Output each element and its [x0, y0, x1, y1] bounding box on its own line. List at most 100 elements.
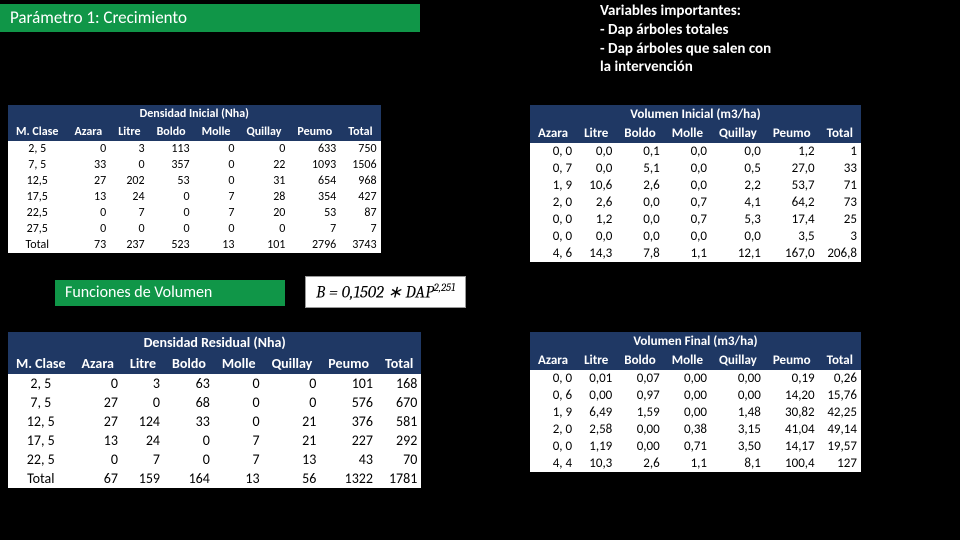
cell: 70: [377, 450, 421, 469]
cell: 159: [122, 469, 164, 488]
cell: 1,2: [576, 211, 616, 228]
table-row: 0, 00,00,00,00,03,53: [530, 228, 861, 245]
cell: 633: [289, 141, 340, 157]
cell: 27: [74, 412, 122, 431]
cell: 13: [74, 431, 122, 450]
cell: 167,0: [765, 245, 819, 262]
table-row: 7, 52706800576670: [8, 393, 421, 412]
cell: 164: [164, 469, 214, 488]
cell: 0, 0: [530, 143, 576, 160]
cell: 1,48: [711, 404, 765, 421]
cell: 7: [214, 450, 264, 469]
cell: 22: [238, 157, 289, 173]
cell: 73: [66, 237, 110, 253]
cell: 0,38: [664, 421, 711, 438]
parameter-banner: Parámetro 1: Crecimiento: [0, 4, 420, 32]
cell: 124: [122, 412, 164, 431]
cell: 0,0: [664, 143, 711, 160]
cell: 1322: [320, 469, 377, 488]
column-header: Total: [819, 124, 861, 143]
column-header: Boldo: [616, 124, 663, 143]
cell: 0: [66, 205, 110, 221]
column-header: Total: [340, 123, 380, 141]
cell: 0,07: [616, 370, 663, 387]
densidad-residual-table: Densidad Residual (Nha)M. ClaseAzaraLitr…: [8, 332, 421, 488]
volumen-final-table: Volumen Final (m3/ha)AzaraLitreBoldoMoll…: [530, 332, 861, 472]
cell: 0: [164, 450, 214, 469]
cell: 33: [819, 160, 861, 177]
cell: 43: [320, 450, 377, 469]
cell: 0,7: [664, 194, 711, 211]
cell: 67: [74, 469, 122, 488]
cell: 3,50: [711, 438, 765, 455]
column-header: Molle: [664, 124, 711, 143]
cell: 17, 5: [8, 431, 74, 450]
cell: Total: [8, 237, 66, 253]
table-row: 22,50707205387: [8, 205, 381, 221]
table-row: 2, 02,580,000,383,1541,0449,14: [530, 421, 861, 438]
column-header: Litre: [576, 351, 616, 370]
table-row: 4, 410,32,61,18,1100,4127: [530, 455, 861, 472]
variables-block: Variables importantes: - Dap árboles tot…: [600, 2, 771, 77]
cell: 1,1: [664, 245, 711, 262]
cell: 5,1: [616, 160, 663, 177]
cell: 3,5: [765, 228, 819, 245]
cell: 0,0: [664, 160, 711, 177]
cell: 0: [66, 221, 110, 237]
cell: 63: [164, 374, 214, 393]
cell: 0,0: [576, 160, 616, 177]
cell: 4, 4: [530, 455, 576, 472]
cell: 5,3: [711, 211, 765, 228]
cell: 127: [819, 455, 861, 472]
cell: 8,1: [711, 455, 765, 472]
cell: 292: [377, 431, 421, 450]
table-row: 27,50000077: [8, 221, 381, 237]
vars-bullet: la intervención: [600, 58, 771, 77]
cell: 0,00: [664, 404, 711, 421]
table-title: Densidad Inicial (Nha): [8, 105, 381, 123]
cell: 0, 0: [530, 228, 576, 245]
cell: 376: [320, 412, 377, 431]
column-header: Boldo: [616, 351, 663, 370]
cell: 0,00: [664, 370, 711, 387]
cell: 0: [149, 205, 194, 221]
cell: 10,3: [576, 455, 616, 472]
cell: 968: [340, 173, 380, 189]
cell: 7: [289, 221, 340, 237]
funciones-volumen-banner: Funciones de Volumen: [55, 280, 285, 306]
cell: 2,6: [616, 455, 663, 472]
cell: 1,19: [576, 438, 616, 455]
cell: 1781: [377, 469, 421, 488]
cell: 0: [264, 374, 321, 393]
formula: B = 0,1502 ∗ DAP2,251: [305, 276, 466, 308]
column-header: Litre: [122, 353, 164, 374]
cell: 17,5: [8, 189, 66, 205]
cell: 0,00: [711, 387, 765, 404]
cell: 27: [66, 173, 110, 189]
cell: 0,0: [664, 177, 711, 194]
cell: 523: [149, 237, 194, 253]
cell: 20: [238, 205, 289, 221]
cell: 0: [164, 431, 214, 450]
cell: 33: [66, 157, 110, 173]
cell: 0: [264, 393, 321, 412]
cell: 7: [194, 205, 239, 221]
cell: 12,1: [711, 245, 765, 262]
vars-bullet: - Dap árboles totales: [600, 21, 771, 40]
cell: 73: [819, 194, 861, 211]
cell: 4, 6: [530, 245, 576, 262]
cell: 0: [214, 393, 264, 412]
cell: 0,26: [819, 370, 861, 387]
cell: 4,1: [711, 194, 765, 211]
table-row: 0, 01,190,000,713,5014,1719,57: [530, 438, 861, 455]
cell: 227: [320, 431, 377, 450]
column-header: Molle: [214, 353, 264, 374]
table-row: 0, 00,010,070,000,000,190,26: [530, 370, 861, 387]
column-header: Boldo: [164, 353, 214, 374]
cell: 0: [214, 374, 264, 393]
cell: 0, 0: [530, 438, 576, 455]
cell: 31: [238, 173, 289, 189]
column-header: Azara: [66, 123, 110, 141]
table-row: 2, 02,60,00,74,164,273: [530, 194, 861, 211]
cell: 14,3: [576, 245, 616, 262]
